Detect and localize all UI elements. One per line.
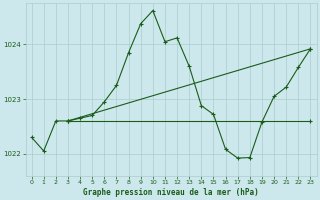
X-axis label: Graphe pression niveau de la mer (hPa): Graphe pression niveau de la mer (hPa) xyxy=(83,188,259,197)
